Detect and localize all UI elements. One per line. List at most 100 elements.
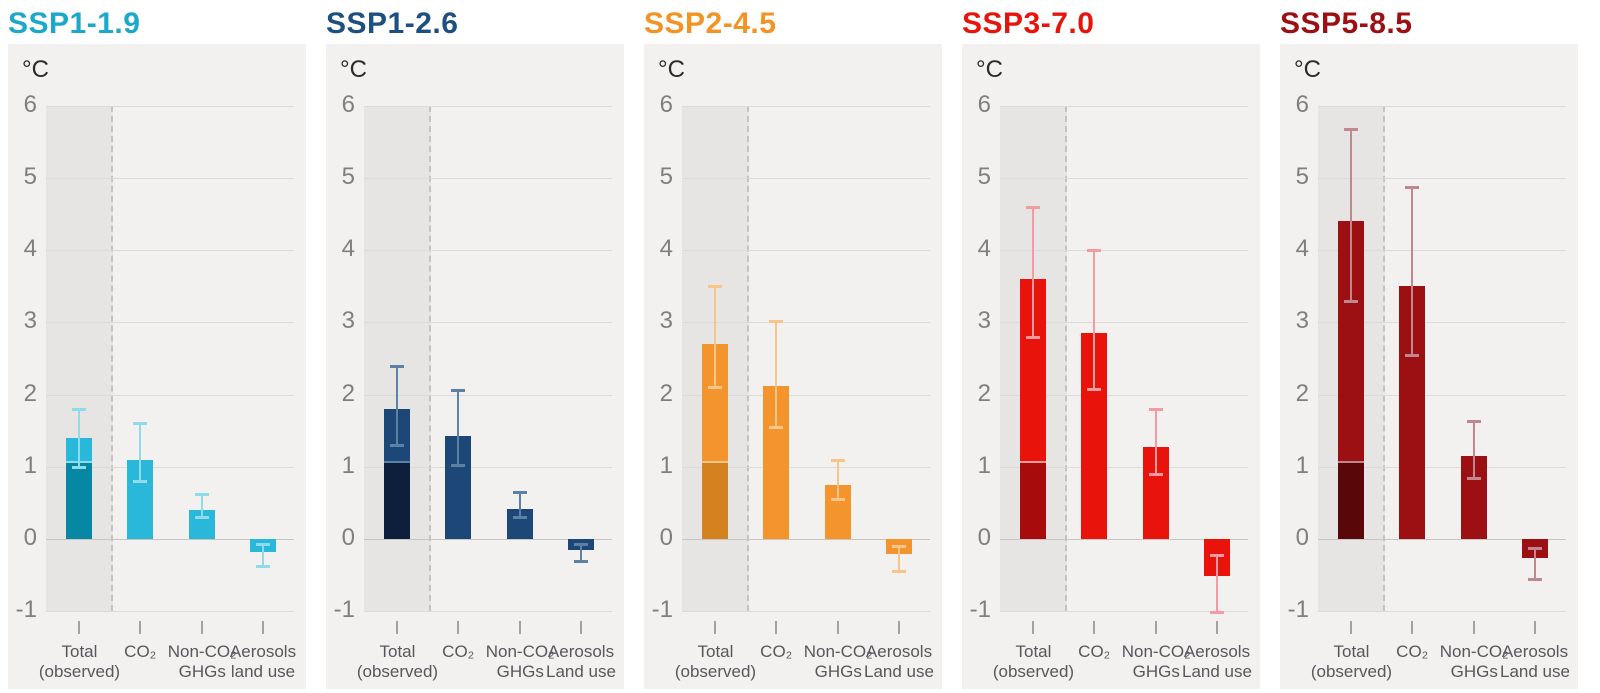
error-cap-top: [1149, 408, 1164, 411]
gridline--1: [1318, 611, 1566, 612]
gridline--1: [364, 611, 612, 612]
y-tick-label: 5: [1295, 163, 1309, 191]
error-cap-bottom: [513, 516, 528, 520]
bar-observed-segment: [384, 461, 411, 539]
y-tick-label: 0: [977, 523, 991, 551]
y-tick-label: 2: [1295, 379, 1309, 407]
error-cap-top: [1210, 553, 1224, 557]
error-bar-aerosols-land-use: [262, 543, 264, 566]
y-tick-label: -1: [15, 595, 37, 623]
y-tick-label: 5: [23, 163, 37, 191]
y-tick-label: 4: [659, 235, 673, 263]
y-tick-label: 2: [977, 379, 991, 407]
bar-observed-segment: [66, 461, 93, 539]
gridline-5: [682, 178, 930, 180]
category-label-non-co2-ghgs: Non-CO₂ GHGs: [803, 642, 873, 682]
error-bar-non-co2-ghgs: [519, 491, 522, 518]
gridline-6: [46, 106, 294, 107]
error-cap-bottom: [256, 564, 270, 568]
plot-area: 6 5 4 3 2 1 0 -1 Total (observed) CO₂ Non-CO₂ GHGs Ae…: [652, 91, 934, 682]
y-tick-label: 3: [659, 307, 673, 335]
y-tick-label: 2: [23, 379, 37, 407]
category-label-non-co2-ghgs: Non-CO₂ GHGs: [485, 642, 555, 682]
error-bar-non-co2-ghgs: [201, 494, 204, 518]
x-tick-aerosols-land-use: [262, 621, 264, 634]
category-label-co2: CO₂: [760, 642, 793, 661]
y-tick-label: 0: [1295, 523, 1309, 551]
plot-area: 6 5 4 3 2 1 0 -1 Total (observed) CO₂ Non-CO₂ GHGs Ae…: [970, 91, 1252, 682]
gridline-0: [1000, 538, 1248, 540]
gridline-5: [1318, 178, 1566, 180]
y-axis-unit-label: °C: [340, 56, 367, 83]
y-tick-label: 6: [977, 90, 991, 118]
error-cap-top: [451, 389, 466, 393]
x-tick-aerosols-land-use: [1534, 621, 1536, 634]
error-cap-top: [72, 408, 87, 411]
error-bar-total-observed: [1350, 129, 1353, 301]
gridline-2: [364, 394, 612, 396]
error-cap-top: [133, 422, 148, 426]
y-tick-label: 1: [659, 451, 673, 479]
error-cap-top: [708, 285, 723, 289]
error-bar-aerosols-land-use: [898, 546, 900, 572]
error-cap-bottom: [1528, 577, 1542, 581]
error-cap-bottom: [1087, 387, 1102, 391]
y-tick-label: 6: [341, 90, 355, 118]
gridline-6: [1000, 106, 1248, 107]
scenario-panel: SSP1-1.9 °C 6 5 4 3 2 1 0 -1 Total (observed) CO₂ N…: [8, 6, 306, 689]
gridline-4: [1318, 250, 1566, 252]
category-label-aerosols-land-use: Aerosols Land use: [864, 642, 934, 682]
gridline-0: [1318, 538, 1566, 540]
error-cap-bottom: [1149, 472, 1164, 476]
gridline-1: [46, 466, 294, 468]
error-bar-total-observed: [396, 365, 399, 446]
gridline-4: [364, 250, 612, 252]
chart-box: °C 6 5 4 3 2 1 0 -1 Total (observed) CO₂ Non-CO₂ GHG…: [8, 44, 306, 689]
y-tick-label: 0: [23, 523, 37, 551]
gridline-3: [46, 322, 294, 324]
gridline-0: [682, 538, 930, 540]
error-cap-bottom: [769, 426, 784, 430]
y-tick-label: 0: [659, 523, 673, 551]
category-label-co2: CO₂: [1078, 642, 1111, 661]
error-cap-top: [1026, 206, 1041, 209]
y-tick-label: 1: [341, 451, 355, 479]
gridline-6: [682, 106, 930, 107]
category-label-co2: CO₂: [442, 642, 475, 661]
x-tick-non-co2-ghgs: [1473, 621, 1476, 634]
error-cap-top: [1528, 546, 1542, 550]
scenario-title: SSP2-4.5: [644, 7, 777, 40]
error-bar-non-co2-ghgs: [837, 459, 840, 500]
y-tick-label: 2: [659, 379, 673, 407]
gridline-4: [1000, 250, 1248, 252]
gridline--1: [1000, 611, 1248, 612]
category-label-total-observed: Total (observed): [38, 642, 121, 682]
error-cap-bottom: [390, 444, 405, 448]
error-cap-top: [256, 542, 270, 546]
gridline-3: [682, 322, 930, 324]
error-cap-bottom: [831, 498, 846, 502]
gridline-3: [1318, 322, 1566, 324]
error-cap-top: [574, 542, 588, 546]
y-tick-label: 0: [341, 523, 355, 551]
error-bar-aerosols-land-use: [1534, 547, 1536, 579]
error-cap-top: [892, 545, 906, 549]
y-tick-label: 1: [23, 451, 37, 479]
scenario-panel: SSP5-8.5 °C 6 5 4 3 2 1 0 -1 Total (observed) CO₂ N…: [1280, 6, 1578, 689]
gridline-4: [46, 250, 294, 252]
error-bar-total-observed: [78, 409, 81, 467]
category-label-aerosols-land-use: Aerosols Land use: [1500, 642, 1570, 682]
y-tick-label: 6: [1295, 90, 1309, 118]
category-label-total-observed: Total (observed): [992, 642, 1075, 682]
scenario-panel: SSP3-7.0 °C 6 5 4 3 2 1 0 -1 Total (observed) CO₂ N…: [962, 6, 1260, 689]
error-cap-top: [1344, 128, 1359, 132]
error-cap-bottom: [451, 464, 466, 468]
x-tick-co2: [139, 621, 142, 634]
y-tick-label: -1: [333, 595, 355, 623]
scenario-title: SSP1-2.6: [326, 7, 459, 40]
x-tick-non-co2-ghgs: [1155, 621, 1158, 634]
gridline-1: [1000, 466, 1248, 468]
x-tick-total-observed: [1350, 621, 1353, 634]
category-label-non-co2-ghgs: Non-CO₂ GHGs: [1439, 642, 1509, 682]
